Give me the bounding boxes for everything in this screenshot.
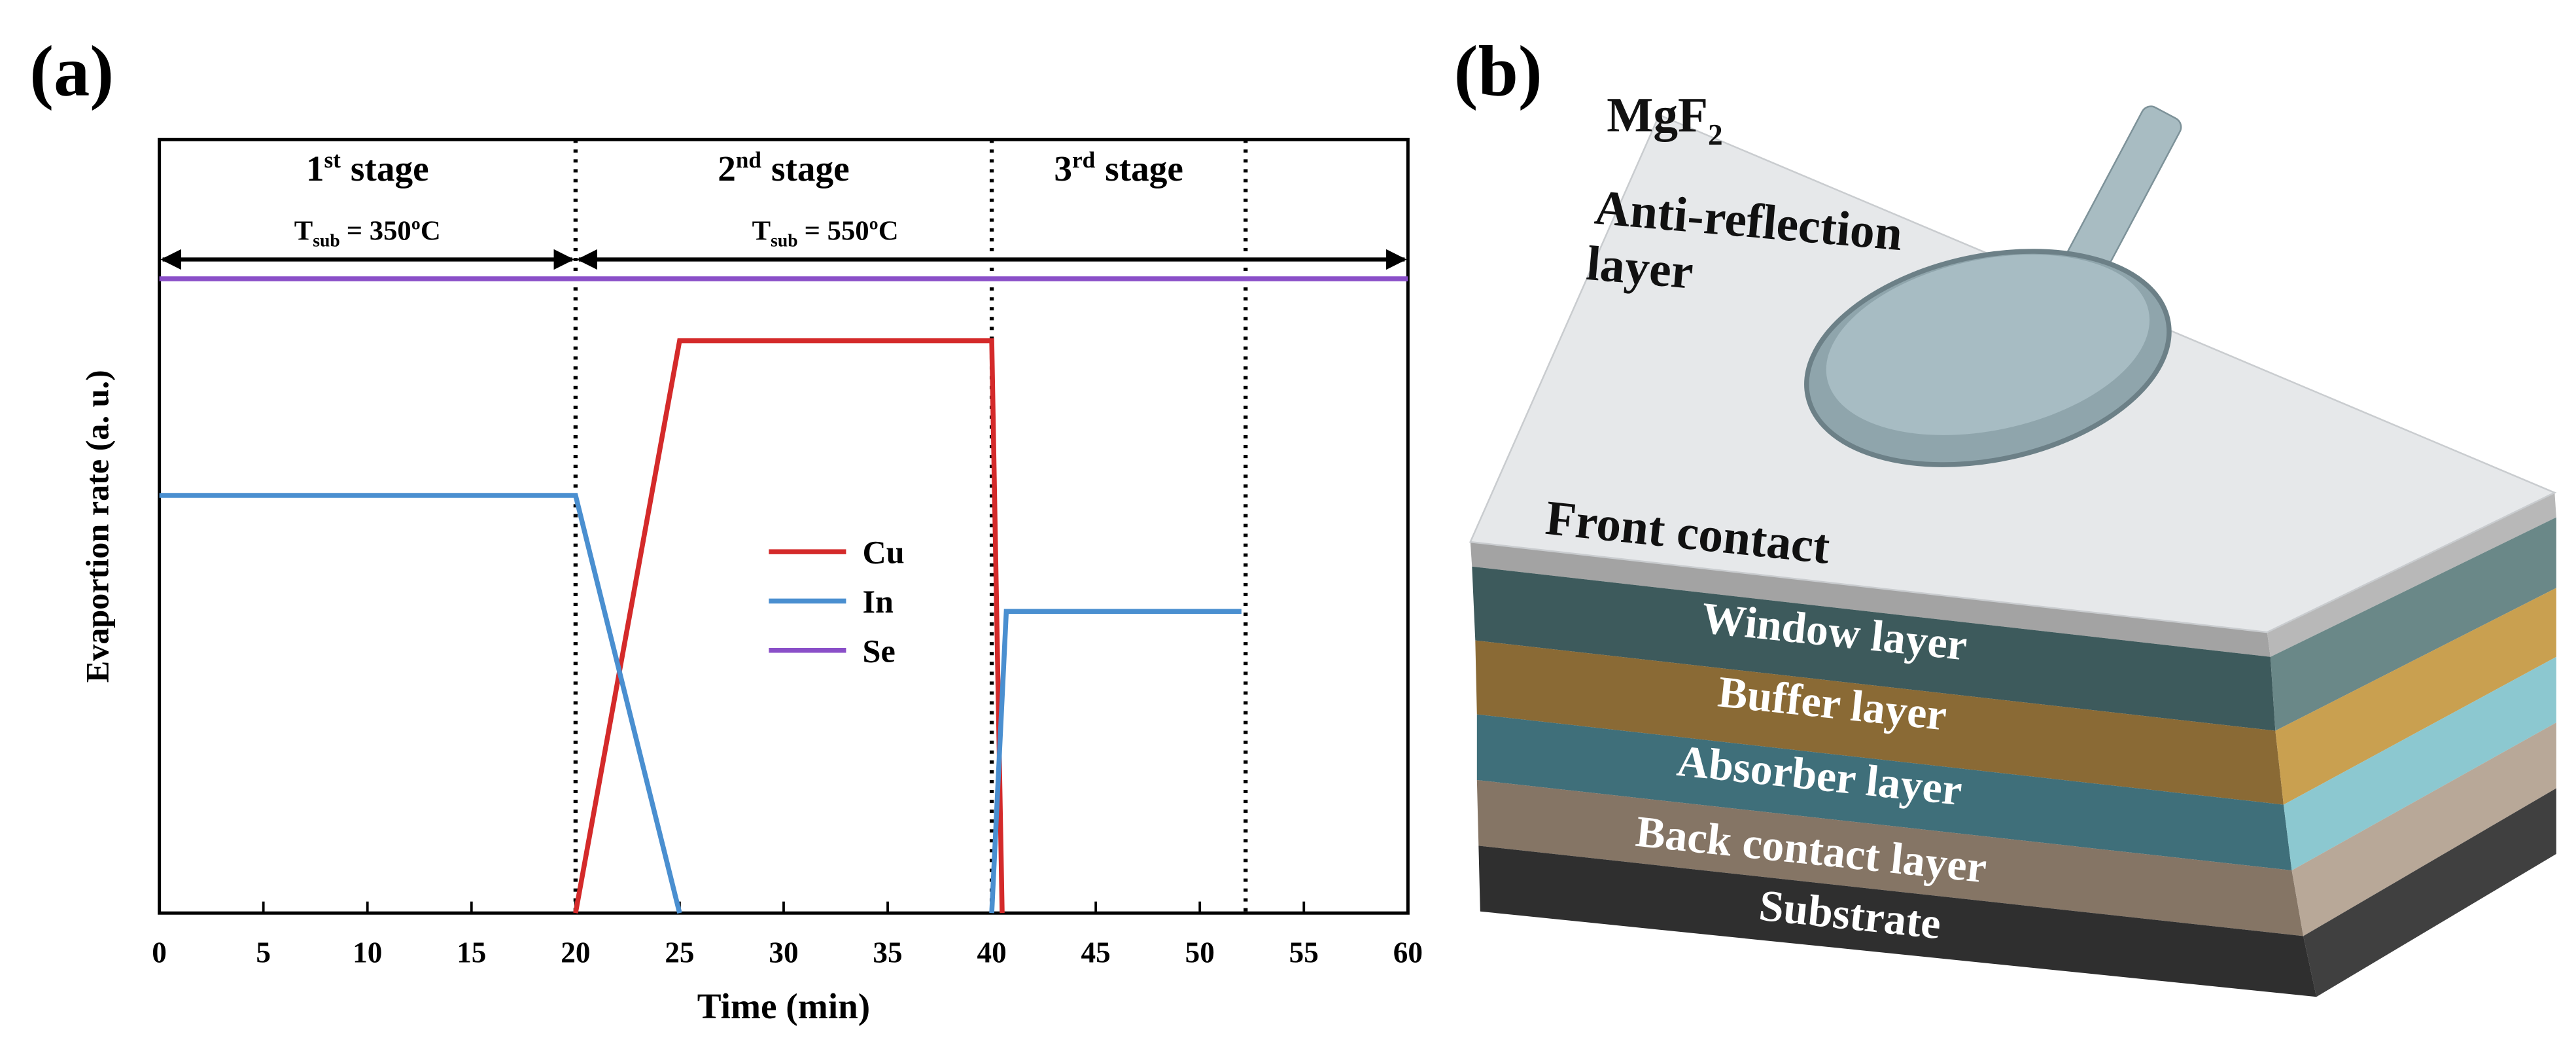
symbol: T	[752, 215, 771, 246]
side	[2303, 788, 2556, 997]
x-tick-label: 20	[561, 936, 590, 969]
legend-label: Se	[863, 632, 896, 669]
x-tick-label: 60	[1393, 936, 1423, 969]
panel-label: (a)	[29, 31, 114, 111]
front-contact-edge	[1470, 542, 2271, 657]
x-tick-label: 45	[1081, 936, 1111, 969]
panel-label: (b)	[1454, 31, 1542, 111]
plot-frame	[158, 137, 1410, 915]
stage-text: stage	[351, 149, 429, 188]
temperature-label: Tsub = 550ºC	[752, 215, 899, 250]
stage-number: 3	[1054, 149, 1072, 188]
subscript: 2	[1708, 118, 1723, 151]
symbol: T	[294, 215, 313, 246]
stage-text: stage	[771, 149, 850, 188]
subscript: sub	[313, 230, 339, 250]
stage-label: 2nd stage	[718, 147, 849, 188]
value: = 550ºC	[805, 215, 899, 246]
value: = 350ºC	[347, 215, 441, 246]
subscript: sub	[771, 230, 797, 250]
x-tick-label: 5	[256, 936, 271, 969]
stage-suffix: rd	[1072, 147, 1096, 173]
y-axis-label: Evaportion rate (a. u.)	[79, 370, 116, 683]
line-chart: 0 5 10 15 20 25 30 35 40 45 50 55 60 Time (min) Evapor…	[79, 137, 1423, 1026]
x-tick-label: 40	[977, 936, 1007, 969]
x-tick-label: 35	[873, 936, 902, 969]
buffer-layer	[1475, 640, 2284, 805]
x-tick-label: 30	[769, 936, 798, 969]
stage-label: 3rd stage	[1054, 147, 1183, 188]
side	[2291, 722, 2556, 936]
x-tick-label: 0	[152, 936, 167, 969]
stage-label: 1st stage	[306, 147, 429, 188]
stage-suffix: st	[324, 147, 341, 173]
coating-label: layer	[1584, 236, 1696, 300]
x-tick-label: 15	[457, 936, 486, 969]
x-tick-label: 55	[1289, 936, 1319, 969]
back-contact-layer	[1476, 779, 2304, 936]
legend-label: In	[863, 583, 894, 620]
lens-glass	[1826, 255, 2150, 435]
side	[2270, 517, 2556, 731]
window-layer	[1472, 566, 2276, 731]
side	[2283, 656, 2556, 870]
layer-diagram: (b) MgF2 Anti-reflection layer Front con…	[1454, 31, 2557, 997]
stage-number: 2	[718, 149, 736, 188]
temperature-label: Tsub = 350ºC	[294, 215, 441, 250]
stage-suffix: nd	[736, 147, 762, 173]
x-axis-label: Time (min)	[697, 986, 870, 1026]
x-tick-label: 10	[353, 936, 382, 969]
stage-text: stage	[1105, 149, 1183, 188]
stage-number: 1	[306, 149, 324, 188]
side	[2267, 492, 2556, 657]
absorber-layer	[1476, 714, 2292, 870]
formula: MgF	[1607, 88, 1708, 143]
series-line	[573, 338, 1005, 914]
x-tick-label: 50	[1185, 936, 1215, 969]
legend-label: Cu	[863, 534, 905, 571]
side	[2275, 588, 2556, 805]
coating-label: MgF2	[1607, 88, 1722, 151]
series-line	[159, 493, 1242, 914]
x-tick-label: 25	[665, 936, 694, 969]
substrate	[1478, 846, 2317, 997]
